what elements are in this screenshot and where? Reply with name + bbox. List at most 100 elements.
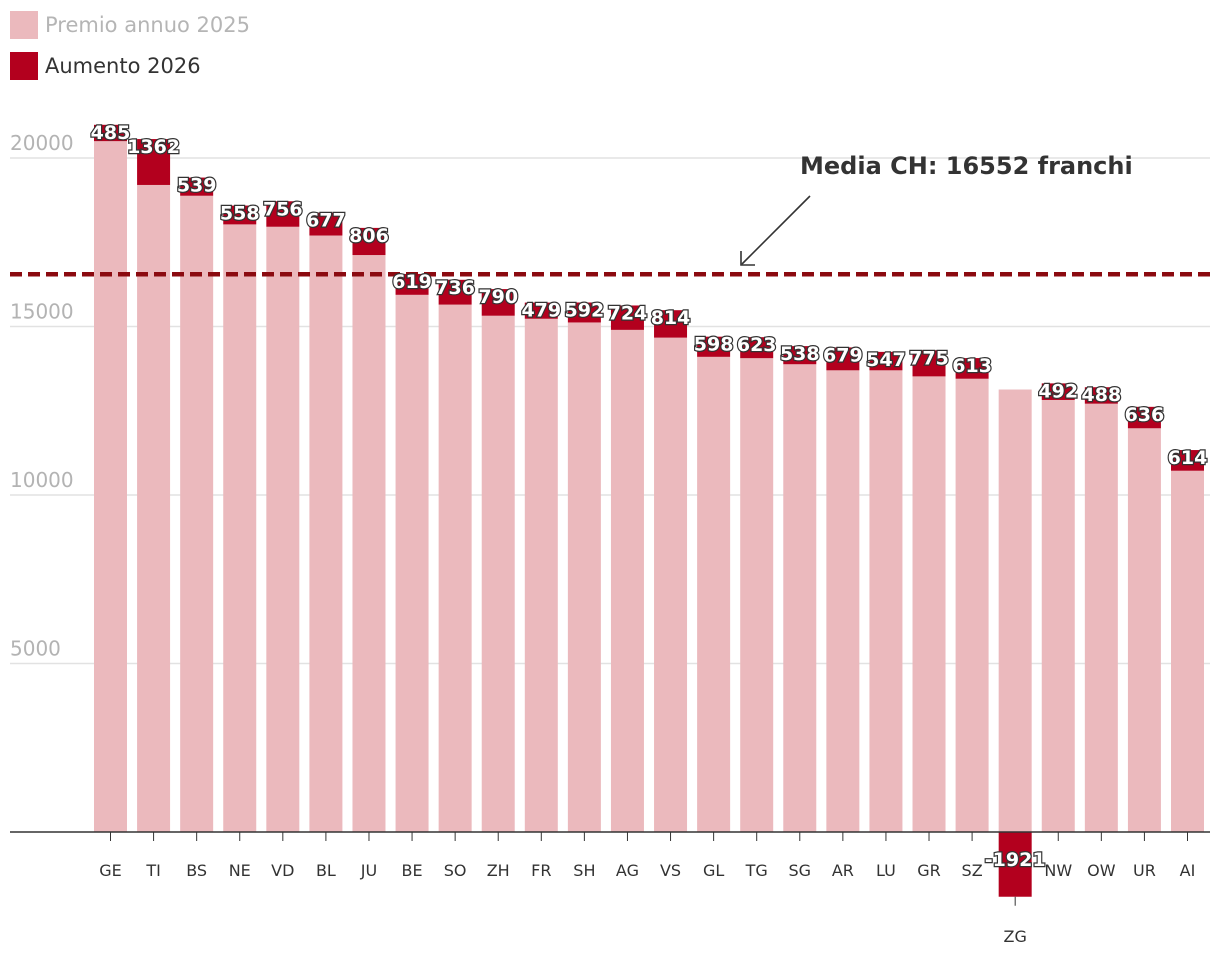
bar-premio-ur: [1127, 428, 1161, 832]
value-label-ti: 1362: [127, 136, 180, 158]
bar-premio-gl: [697, 356, 731, 832]
x-category-label: BE: [402, 861, 423, 880]
bar-premio-fr: [524, 318, 558, 832]
bar-premio-tg: [740, 358, 774, 832]
x-category-label: AG: [616, 861, 639, 880]
bar-premio-ju: [352, 255, 386, 832]
y-tick-label: 15000: [10, 300, 74, 324]
value-label-so: 736: [435, 277, 475, 299]
x-category-label: FR: [531, 861, 551, 880]
value-label-ur: 636: [1125, 404, 1165, 426]
x-category-label: OW: [1087, 861, 1116, 880]
bar-aumento-be: [395, 273, 429, 295]
x-category-label: AI: [1180, 861, 1196, 880]
value-label-gl: 598: [694, 334, 734, 356]
legend-item-aumento: Aumento 2026: [10, 51, 250, 81]
bar-premio-sz: [955, 378, 989, 832]
value-label-vs: 814: [651, 307, 691, 329]
x-category-label: SG: [788, 861, 811, 880]
legend-label-aumento: Aumento 2026: [45, 54, 201, 78]
arrow-head: [740, 251, 755, 266]
bar-premio-sh: [567, 322, 601, 832]
x-category-label: AR: [832, 861, 854, 880]
bar-aumento-zh: [481, 289, 515, 316]
value-label-ge: 485: [91, 122, 131, 144]
value-label-ju: 806: [349, 225, 389, 247]
legend-swatch-premio: [10, 11, 38, 39]
value-label-sh: 592: [565, 300, 605, 322]
bar-aumento-ag: [610, 305, 644, 330]
legend-label-premio: Premio annuo 2025: [45, 13, 250, 37]
x-category-label: NE: [229, 861, 251, 880]
bar-aumento-gl: [697, 336, 731, 357]
value-label-ar: 679: [823, 344, 863, 366]
bar-aumento-ai: [1171, 450, 1204, 471]
bar-premio-vd: [266, 226, 300, 833]
bar-premio-ne: [223, 224, 257, 832]
value-label-sg: 538: [780, 343, 820, 365]
legend-swatch-aumento: [10, 52, 38, 80]
x-category-label: ZH: [487, 861, 510, 880]
value-label-sz: 613: [952, 355, 992, 377]
x-category-label: GL: [703, 861, 724, 880]
average-annotation: Media CH: 16552 franchi: [800, 152, 1133, 180]
value-label-ow: 488: [1082, 384, 1122, 406]
x-category-label: SZ: [962, 861, 983, 880]
value-label-zh: 790: [478, 286, 518, 308]
bar-aumento-ur: [1127, 406, 1161, 429]
bar-premio-ar: [826, 370, 860, 832]
x-category-label: ZG: [1004, 927, 1027, 946]
x-category-label: BL: [316, 861, 336, 880]
bar-premio-bl: [309, 235, 343, 832]
value-label-zg: -1921: [985, 849, 1046, 871]
bar-aumento-lu: [869, 351, 903, 371]
legend-item-premio: Premio annuo 2025: [10, 10, 250, 40]
bars: [94, 124, 1204, 897]
bar-aumento-bs: [180, 177, 214, 196]
bar-aumento-zg: [998, 832, 1032, 897]
x-axis-labels: GE TI BS NE VD BL JU BE SO ZH FR SH AG VS GL TG SG AR LU GR…: [99, 832, 1195, 946]
bar-aumento-sg: [783, 346, 817, 365]
legend: Premio annuo 2025 Aumento 2026: [10, 10, 250, 92]
value-label-ai: 614: [1168, 447, 1208, 469]
bar-aumento-so: [438, 279, 472, 305]
x-category-label: SO: [444, 861, 467, 880]
value-label-nw: 492: [1038, 380, 1078, 402]
y-tick-label: 10000: [10, 468, 74, 492]
value-label-bl: 677: [306, 210, 346, 232]
value-label-be: 619: [392, 271, 432, 293]
bar-premio-sg: [783, 364, 817, 832]
bar-premio-zg: [998, 389, 1032, 832]
bar-aumento-ti: [137, 139, 171, 185]
bar-aumento-sz: [955, 358, 989, 379]
bar-premio-nw: [1041, 399, 1075, 832]
value-label-tg: 623: [737, 334, 777, 356]
y-axis-ticks: 5000 10000 15000 20000: [10, 131, 74, 661]
x-category-label: GR: [917, 861, 941, 880]
value-label-fr: 479: [521, 300, 561, 322]
value-label-vd: 756: [263, 198, 303, 220]
bar-aumento-vd: [266, 201, 300, 227]
bar-aumento-ow: [1084, 387, 1118, 404]
bar-premio-gr: [912, 376, 946, 832]
bar-aumento-ar: [826, 347, 860, 371]
x-category-label: VS: [660, 861, 681, 880]
bar-premio-bs: [180, 195, 214, 832]
bar-premio-zh: [481, 315, 515, 832]
y-tick-label: 20000: [10, 131, 74, 155]
bar-premio-ow: [1084, 403, 1118, 832]
value-label-ne: 558: [220, 203, 260, 225]
bar-aumento-nw: [1041, 383, 1075, 400]
bar-aumento-sh: [567, 302, 601, 323]
x-category-label: LU: [876, 861, 896, 880]
x-category-label: TI: [145, 861, 161, 880]
x-category-label: SH: [573, 861, 595, 880]
bar-premio-so: [438, 304, 472, 833]
bar-aumento-ne: [223, 205, 257, 225]
value-label-ag: 724: [608, 302, 648, 324]
x-category-label: NW: [1044, 861, 1072, 880]
x-category-label: GE: [99, 861, 122, 880]
bar-aumento-fr: [524, 302, 558, 319]
